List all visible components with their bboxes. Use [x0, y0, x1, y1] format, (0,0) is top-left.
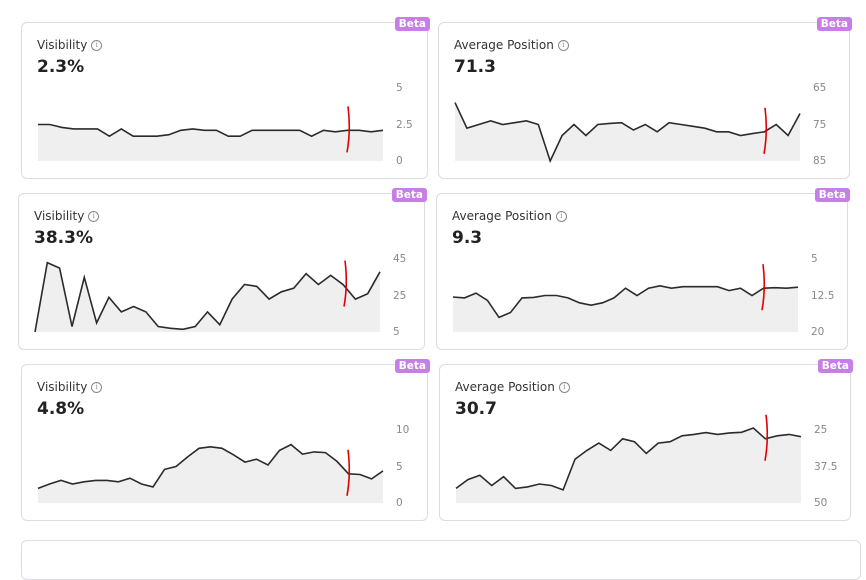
- y-tick-label: 37.5: [814, 460, 838, 473]
- info-icon[interactable]: i: [91, 381, 103, 393]
- metric-title: Visibility i: [34, 209, 100, 223]
- metric-title: Visibility i: [37, 380, 103, 394]
- area-fill: [453, 285, 798, 332]
- metric-value: 9.3: [452, 228, 483, 248]
- sparkline-chart: [38, 106, 384, 161]
- metric-title-text: Visibility: [34, 209, 85, 223]
- area-fill: [456, 428, 801, 503]
- area-fill: [455, 102, 800, 161]
- beta-badge: Beta: [394, 17, 430, 31]
- area-fill: [38, 444, 383, 503]
- sparkline-chart: [37, 443, 384, 503]
- series-line: [37, 443, 384, 490]
- y-tick-label: 25: [814, 424, 828, 436]
- metric-title: Average Position i: [452, 209, 567, 223]
- y-tick-label: 5: [396, 460, 403, 473]
- y-tick-label: 10: [396, 424, 410, 436]
- sparkline-chart: [455, 414, 802, 503]
- sparkline-chart: [452, 264, 799, 332]
- red-annotation-mark: [343, 260, 348, 307]
- metric-title-text: Average Position: [455, 380, 555, 394]
- metric-title: Average Position i: [454, 38, 569, 52]
- red-annotation-mark: [763, 107, 768, 154]
- beta-badge: Beta: [816, 17, 852, 31]
- metric-title: Average Position i: [455, 380, 570, 394]
- y-tick-label: 12.5: [811, 289, 835, 302]
- area-fill: [35, 262, 380, 332]
- metric-card-average-position: Beta Average Position i 30.7 25 37.5 50: [439, 359, 853, 521]
- beta-badge: Beta: [817, 359, 853, 373]
- y-tick-label: 45: [393, 253, 407, 265]
- metric-card-average-position: Beta Average Position i 9.3 5 12.5 20: [436, 188, 850, 350]
- y-tick-label: 20: [811, 326, 825, 338]
- red-annotation-mark: [346, 106, 351, 153]
- info-icon[interactable]: i: [88, 210, 100, 222]
- y-tick-label: 65: [813, 82, 827, 94]
- info-icon[interactable]: i: [91, 39, 103, 51]
- y-tick-label: 85: [813, 155, 827, 167]
- series-line: [34, 261, 381, 333]
- series-line: [452, 284, 799, 319]
- info-icon[interactable]: i: [557, 39, 569, 51]
- metric-card-visibility: Beta Visibility i 4.8% 10 5 0: [21, 359, 430, 521]
- area-fill: [38, 124, 383, 161]
- beta-badge: Beta: [814, 188, 850, 202]
- metric-card-visibility: Beta Visibility i 2.3% 5 2.5 0: [21, 17, 430, 179]
- red-annotation-mark: [761, 264, 766, 311]
- metric-title-text: Average Position: [452, 209, 552, 223]
- metric-value: 2.3%: [37, 57, 85, 77]
- metric-title-text: Visibility: [37, 380, 88, 394]
- sparkline-chart: [454, 102, 801, 164]
- metric-title-text: Average Position: [454, 38, 554, 52]
- y-tick-label: 5: [396, 82, 403, 94]
- y-tick-label: 0: [396, 155, 403, 167]
- info-icon[interactable]: i: [558, 381, 570, 393]
- info-icon[interactable]: i: [555, 210, 567, 222]
- y-tick-label: 2.5: [396, 118, 413, 131]
- y-tick-label: 50: [814, 497, 828, 509]
- y-tick-label: 75: [813, 118, 827, 131]
- metric-value: 38.3%: [34, 228, 93, 248]
- y-tick-label: 5: [393, 326, 400, 338]
- series-line: [38, 123, 384, 138]
- metric-title-text: Visibility: [37, 38, 88, 52]
- y-tick-label: 0: [396, 497, 403, 509]
- series-line: [455, 427, 802, 491]
- red-annotation-mark: [764, 414, 769, 461]
- y-tick-label: 5: [811, 253, 818, 265]
- metric-value: 71.3: [454, 57, 496, 77]
- series-line: [454, 102, 801, 164]
- metric-value: 30.7: [455, 399, 497, 419]
- beta-badge: Beta: [391, 188, 427, 202]
- beta-badge: Beta: [394, 359, 430, 373]
- red-annotation-mark: [346, 449, 351, 496]
- sparkline-chart: [34, 260, 381, 333]
- metric-value: 4.8%: [37, 399, 85, 419]
- metric-card-visibility: Beta Visibility i 38.3% 45 25 5: [18, 188, 427, 350]
- metric-title: Visibility i: [37, 38, 103, 52]
- partial-card: [21, 540, 861, 580]
- y-tick-label: 25: [393, 289, 407, 302]
- metric-card-average-position: Beta Average Position i 71.3 65 75 85: [438, 17, 852, 179]
